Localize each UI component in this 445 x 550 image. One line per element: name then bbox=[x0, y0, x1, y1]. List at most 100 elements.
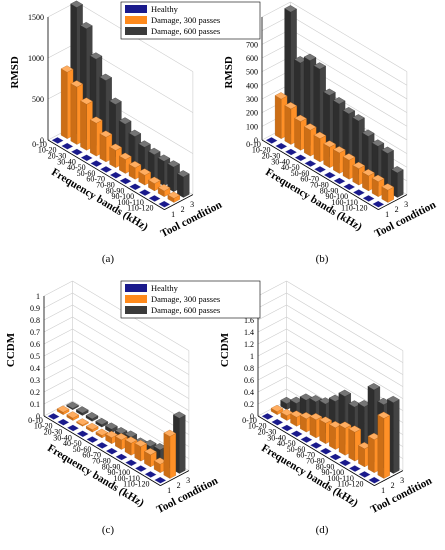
bar-face bbox=[303, 123, 317, 131]
x-tick-label: 100-110 bbox=[117, 198, 143, 207]
z-tick-label: 1000 bbox=[28, 54, 44, 63]
z-tick-label: 0.5 bbox=[30, 352, 40, 361]
chart-panel-2 bbox=[261, 1, 408, 210]
bar-10-20-cond-3 bbox=[75, 406, 89, 416]
bar-face bbox=[148, 194, 161, 202]
bar-face bbox=[348, 465, 362, 473]
z-axis-label: CCDM bbox=[219, 332, 231, 367]
bar-50-60-cond-1 bbox=[99, 165, 113, 173]
bar-face bbox=[134, 439, 148, 447]
bar-100-110-cond-1 bbox=[358, 470, 371, 478]
y-tick-label: 3 bbox=[186, 476, 190, 485]
bar-face bbox=[329, 424, 336, 450]
bar-face bbox=[323, 140, 336, 148]
z-tick-label: 0.8 bbox=[30, 316, 40, 325]
bar-face bbox=[362, 169, 375, 177]
bar-110-120-cond-1 bbox=[367, 476, 381, 484]
x-tick-label: 70-80 bbox=[306, 457, 325, 466]
y-tick-label: 1 bbox=[171, 210, 175, 219]
bar-face bbox=[99, 165, 113, 173]
bar-face bbox=[66, 411, 80, 419]
x-tick-label: 20-30 bbox=[262, 152, 281, 161]
x-tick-label: 30-40 bbox=[53, 433, 72, 442]
x-tick-label: 30-40 bbox=[57, 157, 76, 166]
bar-face bbox=[86, 436, 99, 444]
z-tick-label: 0 bbox=[250, 412, 254, 421]
bar-30-40-cond-2 bbox=[85, 422, 99, 433]
bar-face bbox=[118, 152, 132, 160]
bar-90-100-cond-1 bbox=[138, 189, 152, 197]
x-tick-label: 0-10 bbox=[246, 140, 261, 149]
grid-line bbox=[43, 316, 73, 333]
y-tick-label: 1 bbox=[167, 486, 171, 495]
grid-line bbox=[286, 328, 404, 399]
bar-face bbox=[76, 430, 90, 438]
legend-swatch bbox=[125, 5, 147, 13]
bar-face bbox=[332, 97, 346, 105]
bar-face bbox=[95, 441, 109, 449]
x-tick-label: 100-110 bbox=[327, 474, 353, 483]
grid-line bbox=[290, 29, 408, 100]
x-axis bbox=[261, 139, 379, 210]
bar-face bbox=[300, 436, 313, 444]
bar-face bbox=[274, 142, 288, 150]
x-axis bbox=[43, 415, 161, 486]
bar-face bbox=[119, 177, 132, 185]
bar-face bbox=[284, 148, 298, 156]
bar-110-120-cond-3 bbox=[176, 170, 190, 198]
x-tick-label: 50-60 bbox=[291, 169, 310, 178]
bar-face bbox=[313, 131, 327, 139]
bar-face bbox=[332, 146, 346, 154]
bar-face bbox=[383, 415, 390, 479]
y-axis bbox=[160, 470, 190, 486]
bar-face bbox=[115, 453, 128, 461]
bar-40-50-cond-1 bbox=[90, 160, 103, 168]
bar-face bbox=[274, 92, 288, 100]
x-tick-label: 100-110 bbox=[113, 474, 139, 483]
bar-face bbox=[80, 100, 87, 151]
grid-line bbox=[257, 376, 287, 393]
bar-face bbox=[124, 459, 138, 467]
z-tick-label: 300 bbox=[246, 95, 258, 104]
bar-40-50-cond-1 bbox=[304, 160, 317, 168]
bar-face bbox=[169, 433, 176, 479]
bar-face bbox=[128, 129, 142, 137]
legend-swatch bbox=[125, 295, 147, 303]
bar-face bbox=[144, 448, 157, 456]
bar-20-30-cond-1 bbox=[70, 148, 84, 156]
bar-face bbox=[163, 432, 171, 479]
bar-face bbox=[56, 405, 70, 413]
x-tick-label: 110-120 bbox=[127, 204, 153, 213]
grid-line bbox=[257, 292, 287, 309]
y-axis bbox=[164, 194, 194, 210]
bar-face bbox=[367, 435, 375, 473]
bar-face bbox=[163, 429, 177, 437]
bar-20-30-cond-3 bbox=[85, 412, 99, 422]
bar-face bbox=[177, 173, 184, 198]
grid-line bbox=[43, 352, 73, 369]
x-tick-label: 0-10 bbox=[28, 416, 43, 425]
bar-30-40-cond-1 bbox=[80, 154, 94, 162]
bar-face bbox=[105, 422, 118, 430]
bar-face bbox=[319, 419, 326, 444]
bar-face bbox=[99, 130, 113, 138]
bar-face bbox=[70, 83, 78, 145]
x-axis bbox=[47, 139, 165, 210]
x-tick-label: 20-30 bbox=[258, 428, 277, 437]
grid-line bbox=[43, 340, 73, 357]
x-tick-label: 10-20 bbox=[38, 146, 57, 155]
grid-line bbox=[257, 328, 287, 345]
x-tick-label: 60-70 bbox=[86, 175, 105, 184]
z-tick-label: 0.4 bbox=[244, 388, 254, 397]
grid-line bbox=[261, 1, 291, 18]
bar-face bbox=[118, 117, 132, 125]
grid-line bbox=[290, 15, 408, 86]
bar-face bbox=[134, 465, 148, 473]
grid-line bbox=[43, 328, 73, 345]
bar-face bbox=[390, 166, 404, 174]
bar-face bbox=[294, 154, 308, 162]
bar-40-50-cond-1 bbox=[86, 436, 99, 444]
bar-face bbox=[138, 140, 151, 148]
bar-face bbox=[284, 5, 297, 13]
